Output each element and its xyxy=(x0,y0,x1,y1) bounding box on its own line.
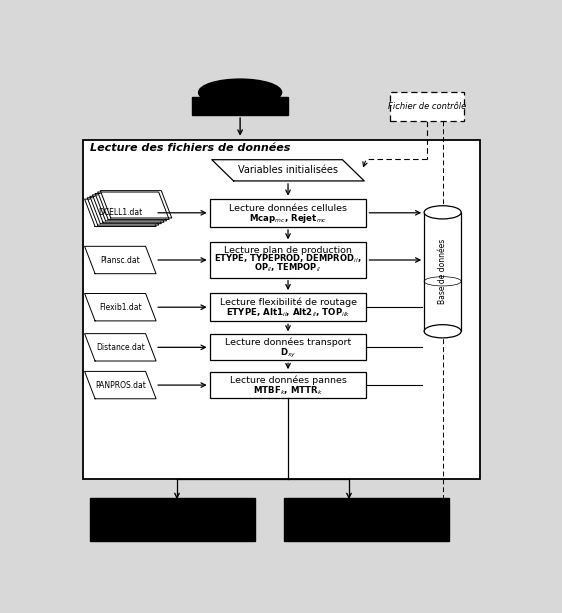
FancyBboxPatch shape xyxy=(284,498,449,541)
FancyBboxPatch shape xyxy=(391,93,464,121)
FancyBboxPatch shape xyxy=(210,199,366,227)
FancyBboxPatch shape xyxy=(192,97,288,115)
Ellipse shape xyxy=(424,325,461,338)
Polygon shape xyxy=(98,192,169,219)
FancyBboxPatch shape xyxy=(210,334,366,360)
Text: D$_{xy}$: D$_{xy}$ xyxy=(280,346,296,360)
Text: Distance.dat: Distance.dat xyxy=(96,343,144,352)
Ellipse shape xyxy=(199,79,282,105)
FancyBboxPatch shape xyxy=(210,372,366,398)
Text: Lecture plan de production: Lecture plan de production xyxy=(224,246,352,255)
Text: PANPROS.dat: PANPROS.dat xyxy=(95,381,146,390)
Text: Base de données: Base de données xyxy=(438,239,447,305)
Text: Mcap$_{mc}$, Rejet$_{mc}$: Mcap$_{mc}$, Rejet$_{mc}$ xyxy=(249,212,327,225)
Text: Flexib1.dat: Flexib1.dat xyxy=(99,303,142,311)
Text: MTBF$_{k}$, MTTR$_{k}$: MTBF$_{k}$, MTTR$_{k}$ xyxy=(253,384,323,397)
Polygon shape xyxy=(95,194,166,221)
Polygon shape xyxy=(85,333,156,361)
Text: OP$_{il}$, TEMPOP$_{il}$: OP$_{il}$, TEMPOP$_{il}$ xyxy=(255,261,321,274)
Polygon shape xyxy=(85,246,156,273)
Polygon shape xyxy=(90,196,161,224)
Text: Plansc.dat: Plansc.dat xyxy=(101,256,140,264)
Text: Variables initialisées: Variables initialisées xyxy=(238,166,338,175)
FancyBboxPatch shape xyxy=(210,242,366,278)
FancyBboxPatch shape xyxy=(90,498,255,541)
FancyBboxPatch shape xyxy=(424,212,461,331)
Text: Lecture données cellules: Lecture données cellules xyxy=(229,204,347,213)
Polygon shape xyxy=(212,160,364,181)
FancyBboxPatch shape xyxy=(210,293,366,321)
Polygon shape xyxy=(85,199,156,226)
Text: Lecture données transport: Lecture données transport xyxy=(225,338,351,348)
Text: Lecture données pannes: Lecture données pannes xyxy=(230,376,346,385)
Text: Lecture des fichiers de données: Lecture des fichiers de données xyxy=(90,143,290,153)
FancyBboxPatch shape xyxy=(83,140,480,479)
Polygon shape xyxy=(93,195,164,223)
Polygon shape xyxy=(87,198,158,225)
Text: Lecture flexibilité de routage: Lecture flexibilité de routage xyxy=(220,298,356,307)
Ellipse shape xyxy=(424,206,461,219)
Text: ETYPE, Alt1$_{il}$, Alt2$_{il}$, TOP$_{ilk}$: ETYPE, Alt1$_{il}$, Alt2$_{il}$, TOP$_{i… xyxy=(226,306,350,319)
Polygon shape xyxy=(100,191,172,218)
Text: DCELL1.dat: DCELL1.dat xyxy=(98,208,142,217)
Text: ETYPE, TYPEPROD, DEMPROD$_{il}$,: ETYPE, TYPEPROD, DEMPROD$_{il}$, xyxy=(214,253,362,265)
Polygon shape xyxy=(85,294,156,321)
Text: Fichier de contrôle: Fichier de contrôle xyxy=(388,102,466,111)
Polygon shape xyxy=(85,371,156,399)
